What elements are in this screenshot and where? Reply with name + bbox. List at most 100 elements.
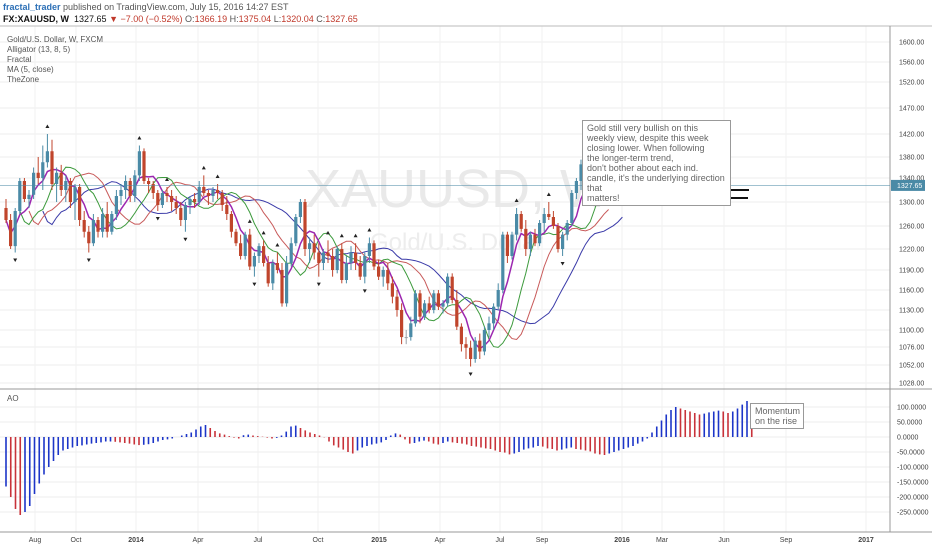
candle-body	[340, 249, 344, 280]
candle-body	[349, 252, 353, 263]
legend-fractal[interactable]: Fractal	[7, 55, 32, 64]
fractal-down-marker	[13, 258, 18, 262]
candle-body	[473, 340, 477, 359]
candle-body	[326, 252, 330, 256]
candle-body	[22, 181, 26, 199]
candle-body	[110, 214, 114, 232]
publish-line: fractal_trader published on TradingView.…	[3, 2, 289, 12]
candle-body	[248, 234, 252, 267]
candle-body	[354, 252, 358, 263]
candle-body	[482, 330, 486, 352]
ao-annotation[interactable]: Momentum on the rise	[750, 403, 804, 429]
candle-body	[446, 276, 450, 304]
price-annotation-line: closing lower. When following	[587, 143, 705, 153]
low-label: L:	[273, 14, 282, 24]
last-price-marker: 1327.65	[0, 179, 925, 191]
candle-body	[73, 187, 77, 202]
candle-body	[271, 263, 275, 284]
candle-body	[321, 252, 325, 263]
candle-body	[206, 193, 210, 196]
time-tick-label: Oct	[71, 537, 82, 544]
candle-body	[225, 205, 229, 214]
candle-body	[275, 263, 279, 270]
candle-body	[91, 220, 95, 244]
candle-body	[266, 263, 270, 284]
candle-body	[312, 243, 316, 253]
time-tick-label: Jun	[718, 537, 729, 544]
price-tick-label: 1380.00	[899, 155, 924, 162]
candle-body	[280, 270, 284, 304]
candle-body	[234, 231, 238, 244]
candle-body	[579, 164, 583, 181]
price-annotation[interactable]: Gold still very bullish on this weekly v…	[582, 120, 731, 206]
candle-body	[229, 214, 233, 232]
price-axis: 1028.00 1052.00 1076.00 1100.00 1130.00 1160.…	[899, 40, 924, 388]
ao-tick-label: 100.0000	[897, 405, 926, 412]
ao-tick-label: -50.0000	[897, 450, 925, 457]
candle-body	[170, 196, 174, 202]
price-annotation-line: candle, it's the underlying direction th…	[587, 173, 725, 193]
price-tick-label: 1600.00	[899, 40, 924, 47]
candle-body	[55, 172, 59, 184]
price-annotation-line: weekly view, despite this week	[587, 133, 709, 143]
candle-body	[436, 293, 440, 307]
candle-body	[151, 184, 155, 193]
candle-body	[510, 234, 514, 256]
time-tick-label: Aug	[29, 537, 42, 544]
candle-body	[32, 172, 36, 195]
grid-lines	[0, 26, 890, 532]
fractal-up-marker	[275, 243, 280, 247]
symbol-line: FX:XAUUSD, W 1327.65 ▼ −7.00 (−0.52%) O:…	[3, 14, 358, 24]
candle-body	[262, 246, 266, 263]
candle-body	[478, 340, 482, 352]
time-tick-label: Apr	[193, 537, 205, 544]
price-tick-label: 1052.00	[899, 363, 924, 370]
price-tick-label: 1560.00	[899, 60, 924, 67]
high-value: 1375.04	[238, 14, 272, 24]
chart-frame	[0, 25, 932, 533]
candle-body	[142, 151, 146, 181]
candle-body	[432, 293, 436, 310]
author-link[interactable]: fractal_trader	[3, 2, 61, 12]
price-annotation-line: the longer-term trend,	[587, 153, 674, 163]
candle-body	[413, 293, 417, 324]
candle-body	[101, 214, 105, 232]
candle-body	[533, 234, 537, 244]
candle-body	[404, 337, 408, 339]
legend-thezone[interactable]: TheZone	[7, 75, 40, 84]
legend-ma[interactable]: MA (5, close)	[7, 65, 54, 74]
candle-body	[220, 193, 224, 205]
candle-body	[464, 344, 468, 348]
candle-body	[542, 214, 546, 223]
candle-body	[13, 211, 17, 247]
candle-body	[308, 243, 312, 249]
ao-tick-label: -200.0000	[897, 495, 929, 502]
candle-body	[188, 199, 192, 205]
ao-axis: 100.0000 50.0000 0.0000 -50.0000 -100.0000 -1…	[897, 405, 929, 517]
candle-body	[45, 151, 49, 163]
price-annotation-line: Gold still very bullish on this	[587, 123, 699, 133]
candle-body	[574, 181, 578, 193]
fractal-markers	[13, 124, 565, 376]
price-tick-label: 1420.00	[899, 132, 924, 139]
candle-body	[239, 243, 243, 256]
candle-body	[469, 347, 473, 359]
fractal-up-marker	[45, 124, 50, 128]
time-axis: Aug Oct 2014 Apr Jul Oct 2015 Apr Jul Sep 2016 Mar J…	[29, 537, 874, 544]
fractal-up-marker	[261, 230, 266, 235]
ao-tick-label: 50.0000	[897, 420, 922, 427]
candle-body	[524, 228, 528, 249]
time-tick-label: Sep	[780, 537, 793, 544]
candle-body	[183, 205, 187, 220]
candle-body	[317, 252, 321, 263]
fractal-up-marker	[215, 174, 220, 178]
legend-alligator[interactable]: Alligator (13, 8, 5)	[7, 45, 71, 54]
candle-body	[363, 256, 367, 277]
fractal-down-marker	[155, 217, 160, 221]
fractal-down-marker	[362, 289, 367, 293]
candle-body	[335, 249, 339, 270]
candle-body	[358, 263, 362, 277]
candle-body	[450, 276, 454, 300]
high-label: H:	[229, 14, 239, 24]
candle-body	[50, 151, 54, 184]
